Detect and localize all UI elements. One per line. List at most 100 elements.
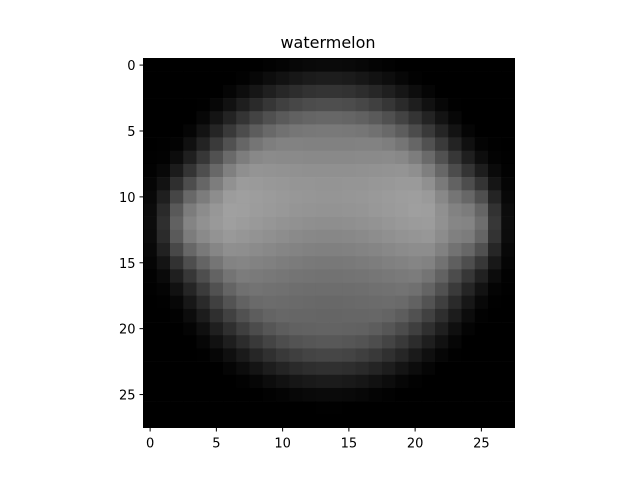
heatmap-cell [315,361,330,376]
heatmap-cell [329,71,343,86]
heatmap-cell [289,163,303,178]
heatmap-cell [276,84,290,99]
heatmap-cell [382,216,396,231]
heatmap-cell [143,401,158,415]
heatmap-cell [196,322,211,336]
heatmap-cell [329,216,343,231]
axes-frame [143,58,515,428]
heatmap-cell [236,414,250,428]
heatmap-cell [382,387,396,402]
heatmap-cell [382,190,396,204]
heatmap-cell [143,163,158,178]
heatmap-cell [262,58,277,72]
heatmap-cell [461,335,476,349]
heatmap-cell [196,190,211,204]
heatmap-cell [355,58,370,72]
heatmap-cell [435,177,449,191]
heatmap-cell [395,229,409,244]
heatmap-cell [170,229,184,244]
heatmap-cell [368,374,383,389]
heatmap-cell [382,361,396,376]
heatmap-cell [501,348,515,362]
heatmap-cell [329,401,343,415]
heatmap-cell [421,124,436,138]
heatmap-cell [183,58,197,72]
heatmap-cell [501,98,515,112]
heatmap-cell [156,111,171,125]
heatmap-cell [276,58,290,72]
heatmap-cell [170,348,184,362]
heatmap-cell [276,124,290,138]
heatmap-cell [395,322,409,336]
heatmap-cell [488,361,502,376]
heatmap-cell [355,269,370,283]
heatmap-cell [329,269,343,283]
heatmap-cell [421,243,436,257]
heatmap-cell [342,203,356,217]
heatmap-cell [276,269,290,283]
heatmap-cell [501,308,515,323]
heatmap-cell [474,322,489,336]
heatmap-cell [223,137,237,152]
x-axis: 0 5 10 15 20 25 [146,427,490,452]
heatmap-cell [315,124,330,138]
heatmap-cell [474,335,489,349]
heatmap-cell [474,84,489,99]
heatmap-cell [156,414,171,428]
heatmap-cell [249,243,264,257]
heatmap-cell [355,361,370,376]
heatmap-cell [276,190,290,204]
heatmap-cell [223,269,237,283]
heatmap-cell [209,414,224,428]
heatmap-cell [488,282,502,297]
heatmap-cell [461,256,476,270]
heatmap-cell [249,216,264,231]
heatmap-cell [329,177,343,191]
heatmap-cell [488,84,502,99]
heatmap-cell [435,308,449,323]
heatmap-cell [170,387,184,402]
heatmap-cell [448,111,462,125]
heatmap-cell [262,216,277,231]
heatmap-cell [170,190,184,204]
heatmap-cell [421,84,436,99]
heatmap-cell [302,335,317,349]
heatmap-cell [143,308,158,323]
heatmap-cell [170,71,184,86]
heatmap-cell [329,84,343,99]
heatmap-cell [474,111,489,125]
heatmap-cell [156,243,171,257]
heatmap-cell [421,282,436,297]
heatmap-cell [315,374,330,389]
heatmap-cell [196,71,211,86]
heatmap-cell [315,163,330,178]
heatmap-cell [435,190,449,204]
heatmap-cell [249,229,264,244]
heatmap-cell [289,124,303,138]
heatmap-cell [196,203,211,217]
heatmap-cell [368,137,383,152]
heatmap-cell [382,229,396,244]
heatmap-cell [262,295,277,310]
heatmap-cell [183,216,197,231]
heatmap-cell [421,256,436,270]
heatmap-cell [488,335,502,349]
heatmap-cell [435,111,449,125]
y-tick-label: 25 [119,389,136,404]
heatmap-cell [302,256,317,270]
heatmap-cell [355,414,370,428]
heatmap-cell [170,216,184,231]
heatmap-cell [342,137,356,152]
heatmap-cell [488,163,502,178]
heatmap-cell [156,295,171,310]
heatmap-cell [223,216,237,231]
heatmap-cell [223,150,237,165]
heatmap-cell [501,361,515,376]
heatmap-cell [395,190,409,204]
heatmap-cell [474,216,489,231]
heatmap-cell [289,58,303,72]
heatmap-cell [315,282,330,297]
heatmap-cell [183,190,197,204]
heatmap-cell [223,98,237,112]
heatmap-cell [448,387,462,402]
